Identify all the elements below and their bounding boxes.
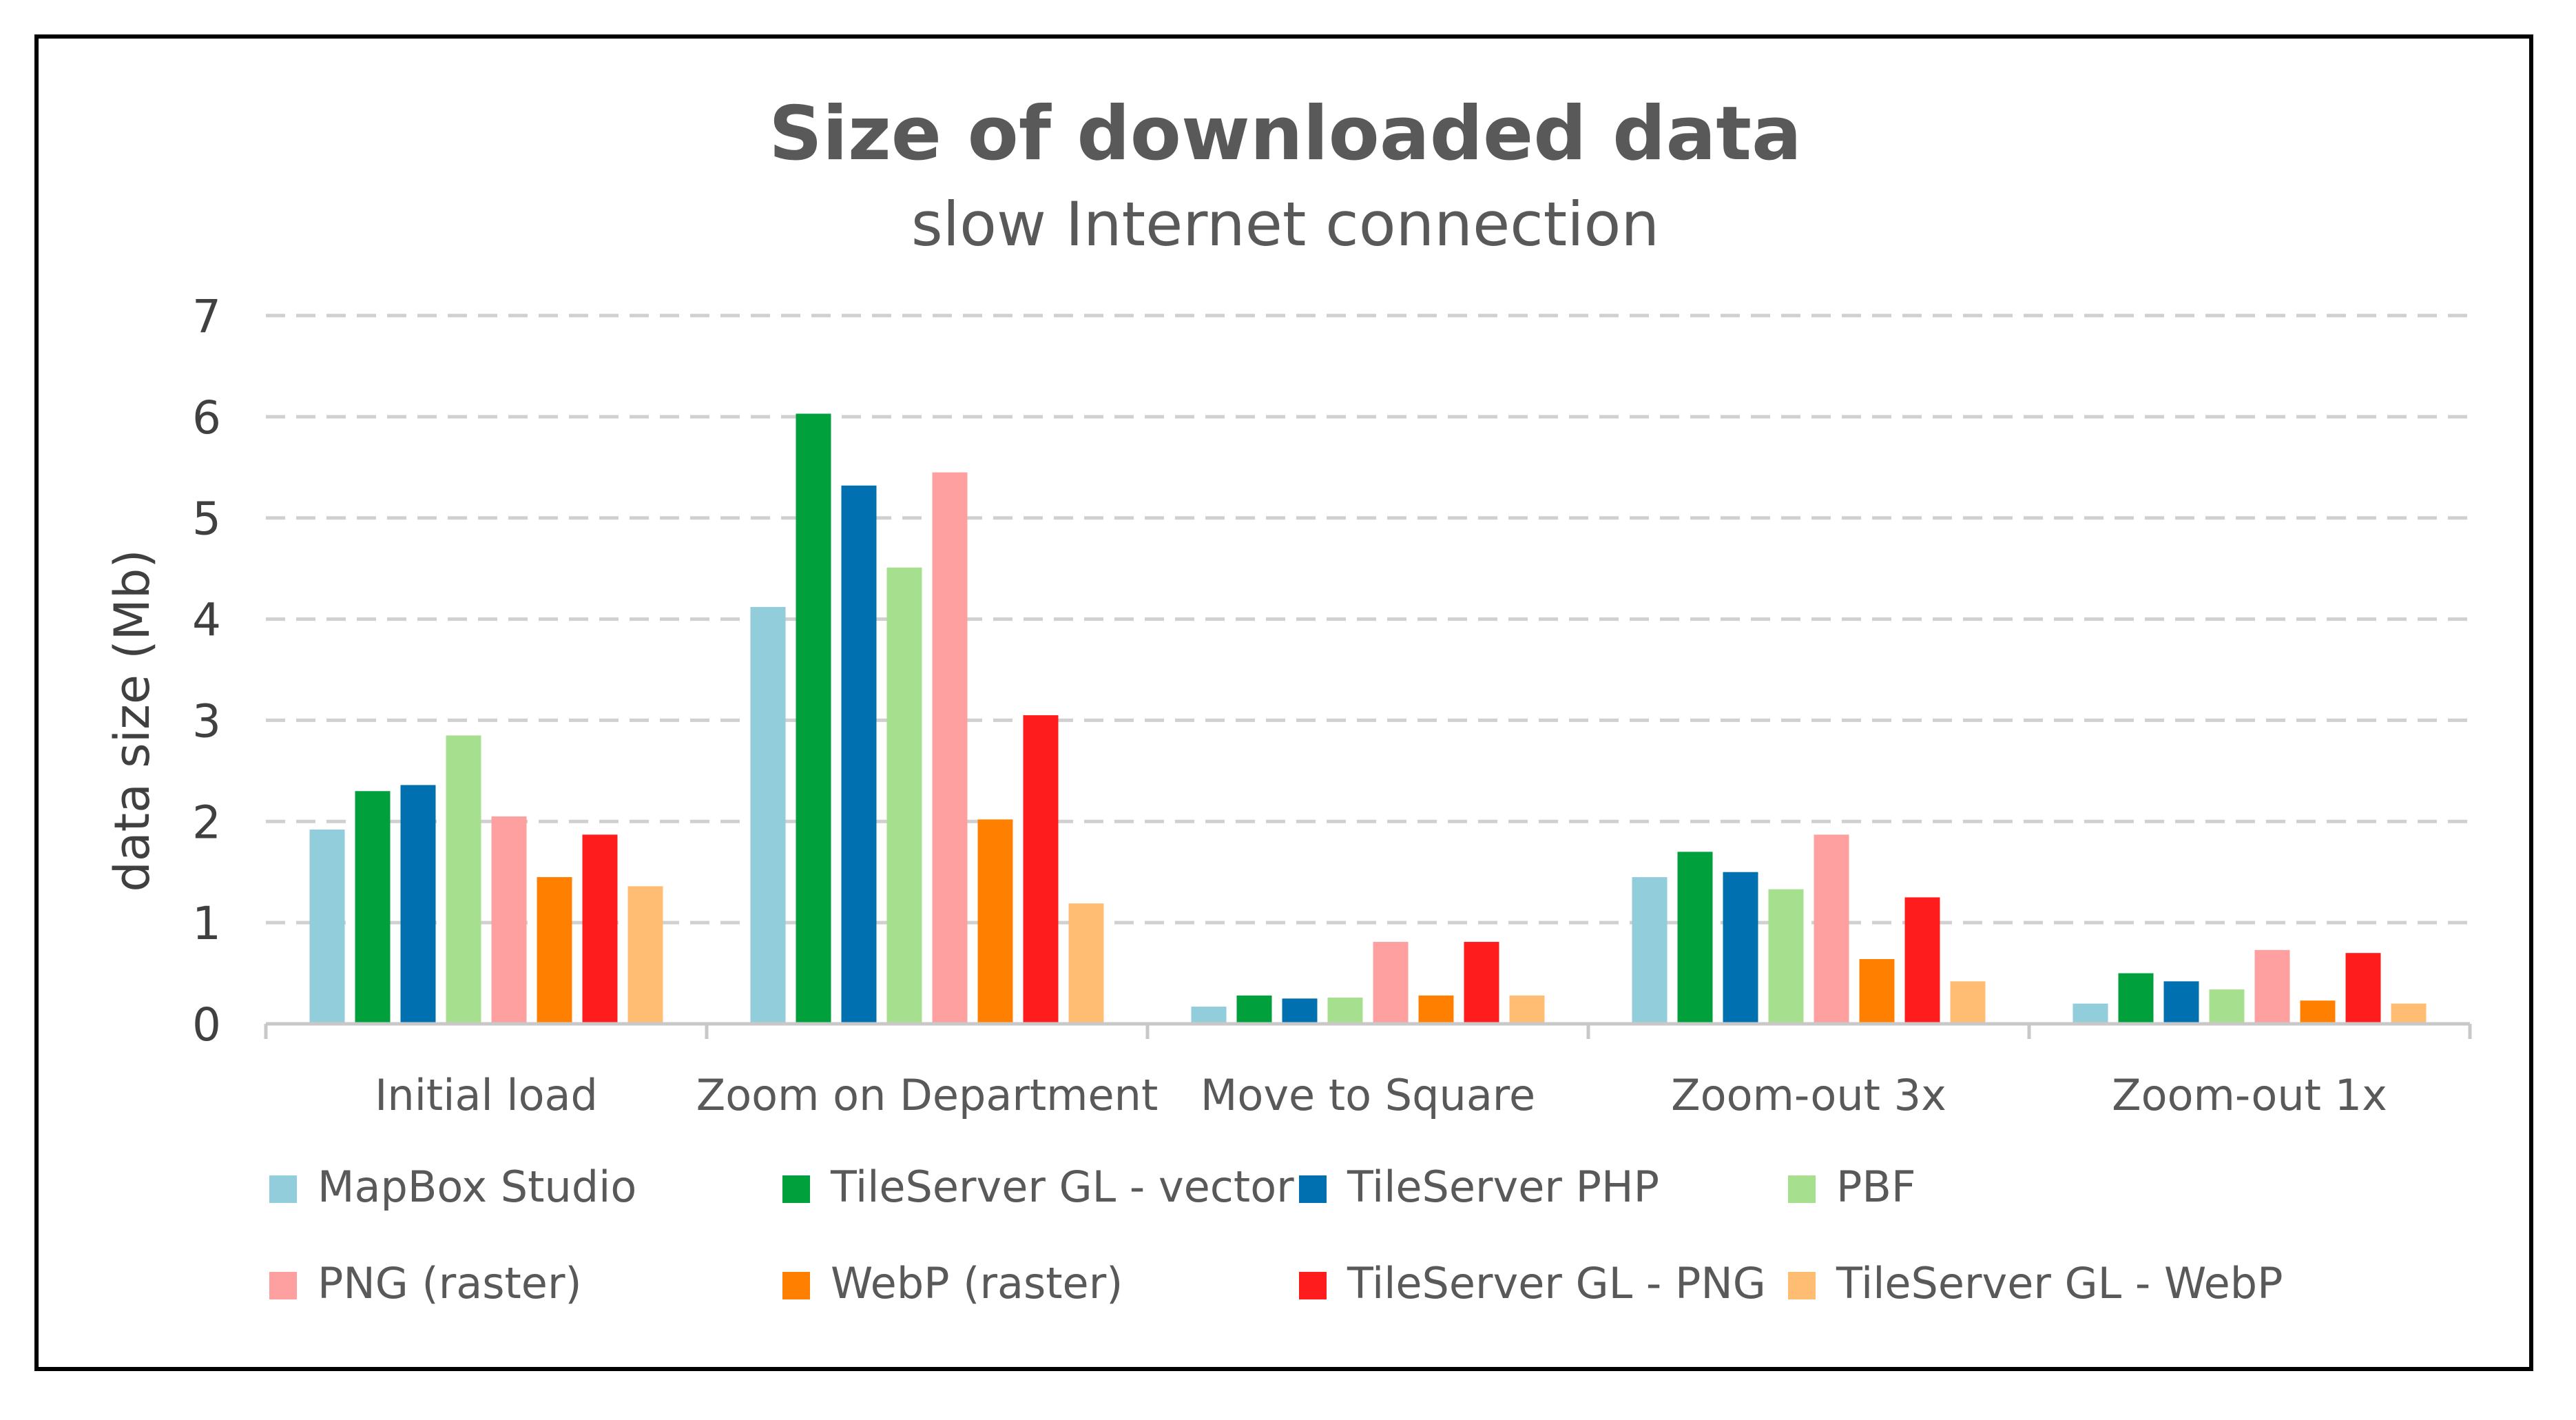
x-tick-label: Zoom-out 1x [2112, 1070, 2387, 1120]
x-tick-label: Initial load [375, 1070, 598, 1120]
legend-swatch [1299, 1175, 1327, 1203]
legend-label: PBF [1836, 1162, 1916, 1212]
legend-swatch [1788, 1175, 1816, 1203]
bar [627, 886, 663, 1024]
bars [309, 413, 2427, 1024]
x-axis: Initial load Zoom on Department Move to Sq… [264, 1022, 2472, 1120]
legend-label: WebP (raster) [831, 1258, 1123, 1308]
bar [1068, 903, 1104, 1024]
bar [309, 830, 345, 1024]
bar [1904, 897, 1940, 1024]
y-tick-label: 2 [192, 796, 221, 849]
bar [400, 785, 436, 1024]
bar [1464, 942, 1499, 1024]
bar [750, 606, 786, 1024]
legend-swatch [782, 1272, 810, 1299]
bar [2073, 1003, 2108, 1024]
bar [2300, 1000, 2336, 1024]
legend-label: TileServer GL - vector [830, 1162, 1294, 1212]
y-tick-label: 3 [192, 694, 221, 748]
legend-swatch [1788, 1272, 1816, 1299]
bar [1859, 959, 1895, 1024]
bar-chart: Size of downloaded data slow Internet co… [104, 91, 2472, 1308]
x-tick-label: Move to Square [1201, 1070, 1535, 1120]
bar [796, 413, 831, 1024]
chart-title: Size of downloaded data [769, 91, 1802, 177]
legend-swatch [782, 1175, 810, 1203]
bar [1723, 872, 1758, 1024]
bar [2391, 1003, 2427, 1024]
x-tick-label: Zoom on Department [696, 1070, 1159, 1120]
y-tick-label: 7 [192, 290, 221, 343]
bar [2254, 949, 2290, 1024]
y-tick-label: 4 [192, 594, 221, 647]
bar [1950, 981, 1986, 1024]
bar [1191, 1007, 1227, 1024]
bar [2345, 953, 2381, 1024]
legend-swatch [269, 1175, 297, 1203]
y-tick-label: 0 [192, 998, 221, 1051]
bar [491, 816, 527, 1024]
legend-label: TileServer GL - PNG [1347, 1258, 1766, 1308]
legend-swatch [269, 1272, 297, 1299]
y-tick-label: 5 [192, 493, 221, 546]
legend-label: TileServer PHP [1347, 1162, 1659, 1212]
y-tick-labels: 0 1 2 3 4 5 6 7 [192, 290, 221, 1051]
legend-label: TileServer GL - WebP [1836, 1258, 2283, 1308]
chart-frame: Size of downloaded data slow Internet co… [34, 34, 2533, 1371]
bar [1327, 997, 1363, 1024]
bar [1236, 995, 1272, 1024]
y-tick-label: 1 [192, 897, 221, 950]
bar [2163, 981, 2199, 1024]
chart-subtitle: slow Internet connection [911, 189, 1659, 260]
bar [1814, 834, 1849, 1024]
x-tick-label: Zoom-out 3x [1671, 1070, 1946, 1120]
bar [2118, 973, 2154, 1024]
y-tick-label: 6 [192, 391, 221, 444]
legend-label: MapBox Studio [318, 1162, 636, 1212]
bar [1373, 942, 1409, 1024]
bar [537, 877, 572, 1024]
bar [1282, 998, 1318, 1024]
bar [886, 567, 922, 1024]
legend-swatch [1299, 1272, 1327, 1299]
bar [2209, 989, 2245, 1024]
legend-label: PNG (raster) [318, 1258, 582, 1308]
y-axis-label: data size (Mb) [104, 549, 160, 892]
bar [1418, 995, 1454, 1024]
bar [1632, 877, 1668, 1024]
bar [1768, 889, 1804, 1024]
bar [1023, 715, 1059, 1024]
bar [355, 791, 391, 1024]
bar [446, 735, 481, 1024]
bar [977, 819, 1013, 1024]
bar [932, 472, 968, 1024]
bar [582, 834, 618, 1024]
gridlines [266, 313, 2470, 925]
legend: MapBox Studio TileServer GL - vector TileS… [269, 1162, 2283, 1308]
bar [1677, 852, 1713, 1024]
bar [841, 485, 877, 1024]
bar [1509, 995, 1545, 1024]
